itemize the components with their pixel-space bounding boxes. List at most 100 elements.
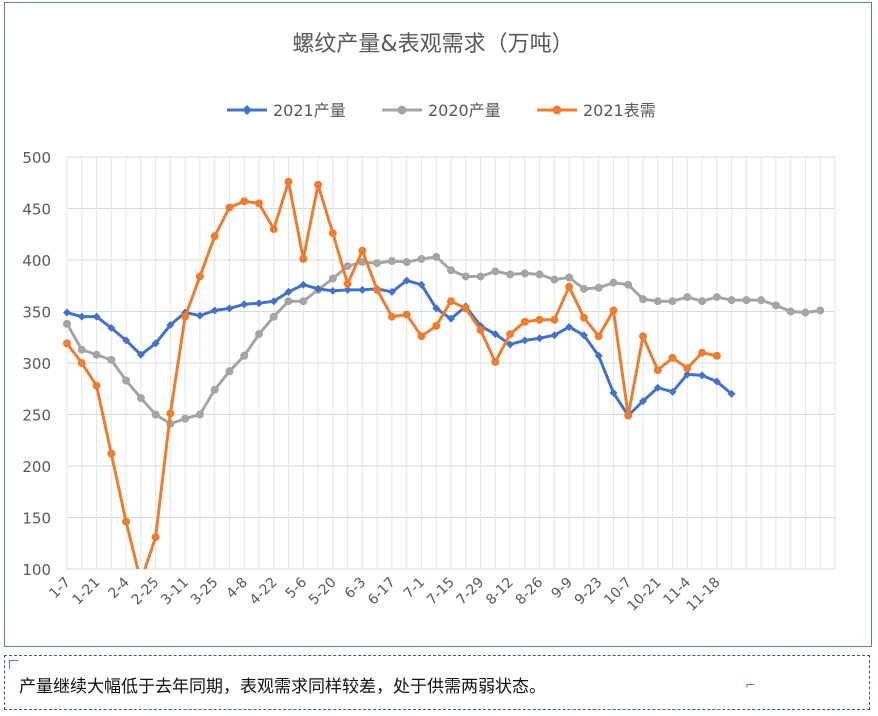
series-group [63,177,825,569]
data-point [639,295,647,304]
data-point [402,310,411,319]
data-point [683,293,692,302]
data-point [240,351,249,360]
series-line [65,279,734,418]
x-tick-label: 6-17 [365,575,399,609]
data-point [816,306,825,315]
data-point [565,273,574,282]
data-point [712,293,721,302]
data-point [195,410,204,419]
x-tick-label: 9-23 [572,575,606,609]
data-point [624,280,633,289]
data-point [343,285,352,294]
data-point [92,350,101,359]
data-point [609,388,618,397]
data-point [550,331,559,340]
data-point [579,284,588,293]
series-2021表需 [63,177,721,569]
data-point [447,297,455,306]
y-tick-label: 200 [22,458,51,476]
data-point [771,301,780,310]
data-point [432,321,441,330]
data-point [107,323,116,332]
data-point [417,280,426,289]
data-point [402,258,411,267]
data-point [712,377,721,386]
data-point [299,254,308,263]
data-point [786,307,795,316]
legend-marker [242,105,252,115]
data-point [447,314,455,323]
data-point [284,177,293,186]
y-tick-label: 300 [22,355,51,373]
data-point [491,357,500,366]
data-point [698,371,707,380]
data-point [269,297,278,306]
data-point [432,252,441,261]
data-point [314,180,323,189]
data-point [565,322,574,331]
legend-item: 2021表需 [537,101,656,120]
legend-marker [552,105,562,115]
data-point [609,278,618,287]
data-point [417,332,426,341]
x-tick-label: 4-22 [247,575,281,609]
data-point [387,257,396,266]
series-2020产量 [63,252,825,428]
data-point [151,533,160,542]
data-point [358,246,367,255]
data-point [210,385,219,394]
data-point [225,367,234,376]
data-point [343,262,352,271]
data-point [712,351,721,360]
y-tick-label: 250 [22,407,51,425]
data-point [801,308,810,317]
data-point [461,272,470,281]
legend-label: 2021表需 [583,101,656,120]
x-tick-label: 2-25 [129,575,163,609]
data-point [668,353,677,362]
data-point [653,366,662,375]
data-point [107,355,116,364]
data-point [624,411,633,420]
data-point [166,320,175,329]
data-point [63,339,71,348]
data-point [520,317,529,326]
data-point [491,267,500,276]
data-point [476,272,485,281]
data-point [240,197,249,206]
data-point [210,306,219,315]
data-point [535,270,544,279]
data-point [92,312,101,321]
data-point [461,304,470,313]
data-point [698,348,707,357]
legend: 2021产量 2020产量 2021表需 [227,101,656,120]
data-point [594,351,603,360]
data-point [136,350,145,359]
y-tick-label: 400 [22,252,51,270]
data-point [210,232,219,241]
data-point [166,409,175,418]
data-point [668,387,677,396]
x-tick-label: 7-15 [424,575,458,609]
legend-label: 2020产量 [428,101,501,120]
gridlines [66,156,836,570]
chart-title: 螺纹产量&表观需求（万吨） [292,32,573,57]
data-point [535,315,544,324]
data-point [653,383,662,392]
y-tick-label: 500 [22,149,51,167]
data-point [92,381,101,390]
data-point [668,297,677,306]
data-point [653,297,662,306]
legend-item: 2021产量 [227,101,346,120]
data-point [225,203,234,212]
data-point [328,274,337,283]
data-point [535,334,544,343]
data-point [195,311,204,320]
data-point [579,331,588,340]
data-point [284,287,293,296]
plot-area: 100 150 200 250 300 350 400 450 500 1-71-21 2-42-… [22,149,836,615]
data-point [181,312,190,321]
data-point [373,259,382,268]
data-point [506,270,515,279]
